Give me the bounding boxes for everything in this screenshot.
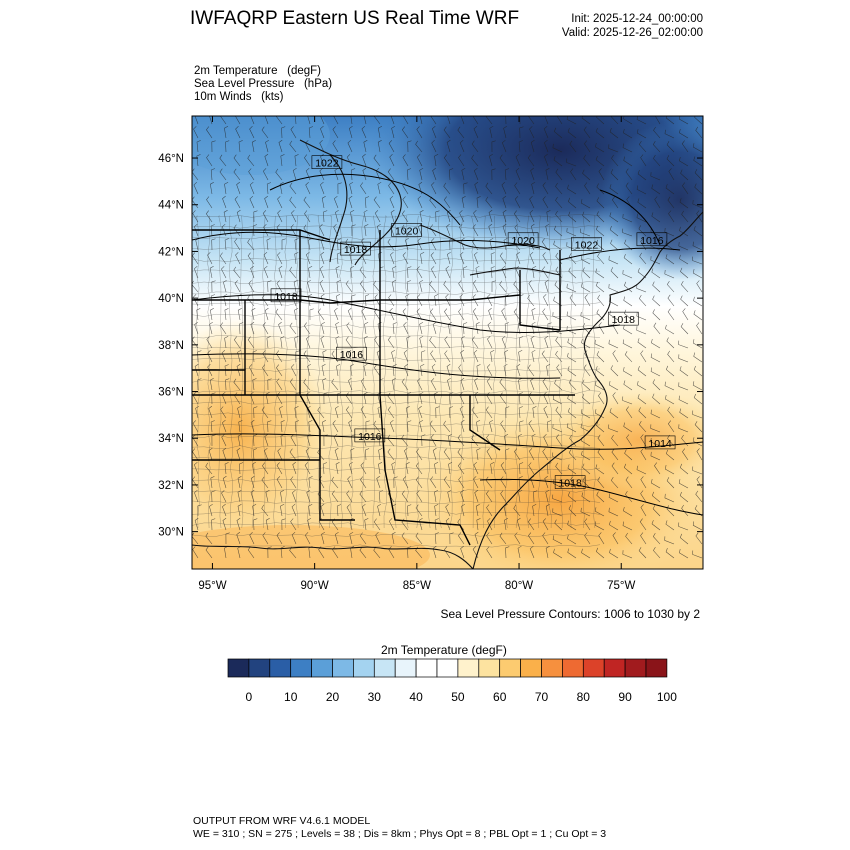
map-frame <box>191 115 704 570</box>
lat-tick-label: 34°N <box>158 433 184 445</box>
valid-time: Valid: 2025-12-26_02:00:00 <box>561 27 703 39</box>
colorbar-swatch <box>311 658 333 678</box>
pressure-label: 1022 <box>311 155 343 170</box>
lat-tick-label: 32°N <box>158 480 184 492</box>
colorbar-swatch <box>290 658 312 678</box>
lat-tick-label: 36°N <box>158 387 184 399</box>
footer-model: OUTPUT FROM WRF V4.6.1 MODEL <box>193 815 371 827</box>
svg-text:1022: 1022 <box>315 158 339 170</box>
colorbar-swatch <box>541 658 563 678</box>
lon-tick-label: 95°W <box>198 580 226 592</box>
svg-text:1018: 1018 <box>612 314 636 326</box>
colorbar-label: 60 <box>493 690 507 704</box>
field-pressure: Sea Level Pressure (hPa) <box>194 78 333 90</box>
pressure-contours <box>192 173 703 516</box>
colorbar-label: 10 <box>284 690 298 704</box>
colorbar-label: 100 <box>657 690 677 704</box>
field-winds: 10m Winds (kts) <box>194 91 284 103</box>
colorbar-swatch <box>457 658 480 678</box>
colorbar-swatch <box>562 658 584 678</box>
colorbar-swatch <box>478 658 501 678</box>
contour-note: Sea Level Pressure Contours: 1006 to 103… <box>440 607 701 621</box>
lat-tick-label: 42°N <box>158 246 184 258</box>
colorbar-swatch <box>353 658 375 678</box>
pressure-label: 1014 <box>644 435 676 450</box>
field-temperature: 2m Temperature (degF) <box>194 65 321 77</box>
colorbar-label: 70 <box>535 690 549 704</box>
svg-text:1014: 1014 <box>648 438 672 450</box>
colorbar-swatch <box>645 658 668 678</box>
footer: OUTPUT FROM WRF V4.6.1 MODEL WE = 310 ; … <box>193 815 606 840</box>
colorbar: 0 10 20 30 40 50 60 70 80 90 100 <box>227 658 677 704</box>
colorbar-swatch <box>332 658 354 678</box>
pressure-label: 1016 <box>636 232 668 247</box>
colorbar-label: 30 <box>368 690 382 704</box>
pressure-label: 1022 <box>571 237 602 251</box>
svg-text:1022: 1022 <box>575 239 599 251</box>
colorbar-swatch <box>603 658 626 678</box>
colorbar-label: 50 <box>451 690 465 704</box>
colorbar-swatch <box>394 658 417 678</box>
svg-text:1016: 1016 <box>340 349 364 361</box>
colorbar-label: 40 <box>409 690 423 704</box>
svg-text:1018: 1018 <box>558 478 582 490</box>
colorbar-swatch <box>499 658 521 678</box>
pressure-label: 1018 <box>340 241 371 256</box>
page-title: IWFAQRP Eastern US Real Time WRF <box>190 8 520 29</box>
state-borders <box>192 229 575 546</box>
colorbar-label: 90 <box>618 690 632 704</box>
lat-tick-label: 38°N <box>158 340 184 352</box>
svg-text:1016: 1016 <box>358 431 382 443</box>
footer-config: WE = 310 ; SN = 275 ; Levels = 38 ; Dis … <box>193 827 607 840</box>
lon-tick-label: 75°W <box>607 580 635 592</box>
lon-tick-label: 85°W <box>403 580 431 592</box>
pressure-label: 1016 <box>336 346 367 361</box>
pressure-label: 1020 <box>391 223 422 237</box>
colorbar-label: 0 <box>246 690 253 704</box>
svg-text:1020: 1020 <box>395 225 419 237</box>
colorbar-swatch <box>436 658 459 678</box>
coastlines <box>192 139 703 569</box>
lon-tick-label: 80°W <box>505 580 533 592</box>
svg-text:1018: 1018 <box>274 291 298 303</box>
lat-tick-label: 40°N <box>158 293 184 305</box>
latitude-ticks: 30°N 32°N 34°N 36°N 38°N 40°N 42°N 44°N 46°N <box>158 153 703 539</box>
pressure-labels: 1022 1020 1018 1020 1022 1016 1018 1018 1016 1016… <box>270 155 676 490</box>
pressure-label: 1018 <box>554 475 586 490</box>
field-list: 2m Temperature (degF) Sea Level Pressure… <box>194 65 332 104</box>
lat-tick-label: 44°N <box>158 200 184 212</box>
run-times: Init: 2025-12-24_00:00:00 Valid: 2025-12… <box>562 12 703 40</box>
colorbar-label: 80 <box>577 690 591 704</box>
pressure-label: 1018 <box>607 311 639 326</box>
colorbar-swatch <box>415 658 438 678</box>
lat-tick-label: 46°N <box>158 153 184 165</box>
colorbar-swatch <box>227 658 250 678</box>
colorbar-label: 20 <box>326 690 340 704</box>
svg-text:1018: 1018 <box>344 244 368 256</box>
colorbar-swatch <box>248 658 271 678</box>
map-figure: 1022 1020 1018 1020 1022 1016 1018 1018 1016 1016… <box>158 115 704 592</box>
init-time: Init: 2025-12-24_00:00:00 <box>571 13 703 25</box>
pressure-label: 1018 <box>270 288 302 303</box>
colorbar-swatch <box>373 658 396 678</box>
colorbar-swatch <box>269 658 292 678</box>
colorbar-swatch <box>582 658 605 678</box>
pressure-label: 1020 <box>507 232 539 247</box>
map-area: 1022 1020 1018 1020 1022 1016 1018 1018 1016 1016… <box>192 116 703 569</box>
colorbar-title: 2m Temperature (degF) <box>381 643 507 657</box>
colorbar-swatch <box>624 658 647 678</box>
longitude-ticks: 95°W 90°W 85°W 80°W 75°W <box>198 116 636 592</box>
wind-barbs <box>192 116 703 559</box>
svg-text:1020: 1020 <box>511 235 535 247</box>
pressure-label: 1016 <box>354 428 386 443</box>
svg-text:1016: 1016 <box>640 235 664 247</box>
lat-tick-label: 30°N <box>158 527 184 539</box>
colorbar-swatch <box>520 658 542 678</box>
lon-tick-label: 90°W <box>301 580 329 592</box>
